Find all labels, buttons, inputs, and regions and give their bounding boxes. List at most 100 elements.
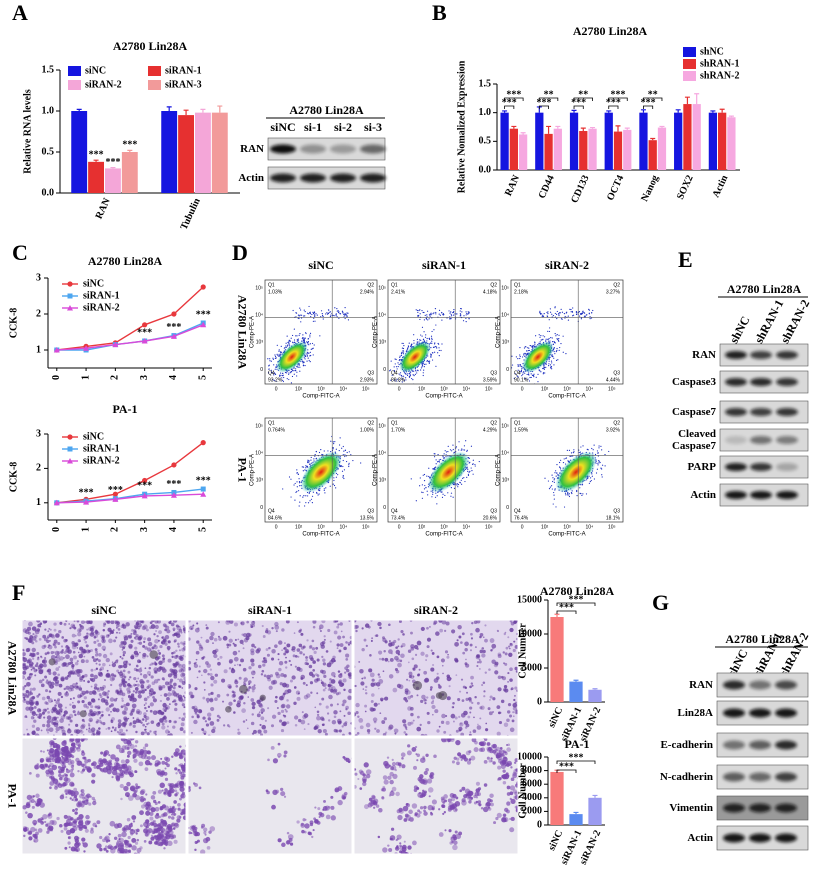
event-dot — [433, 456, 436, 458]
event-dot — [560, 318, 563, 320]
event-dot — [320, 316, 322, 318]
event-dot — [273, 364, 275, 366]
cell — [137, 642, 140, 645]
event-dot — [572, 451, 574, 454]
cell — [69, 719, 73, 723]
error-bar — [200, 108, 206, 113]
event-dot — [274, 354, 276, 356]
point — [200, 491, 207, 497]
event-dot — [303, 339, 306, 341]
cell — [129, 698, 133, 701]
cell — [36, 652, 40, 656]
event-dot — [540, 371, 542, 373]
legend-label: shRAN-2 — [700, 70, 739, 81]
event-dot — [558, 314, 560, 317]
cell — [29, 701, 34, 706]
event-dot — [278, 350, 280, 352]
cell — [209, 668, 213, 671]
cell — [44, 708, 47, 712]
cell — [151, 681, 156, 685]
event-dot — [332, 483, 334, 485]
event-dot — [307, 343, 309, 345]
cell — [130, 655, 135, 660]
cell — [162, 623, 167, 627]
y-axis-label: Relative RNA levels — [22, 89, 33, 174]
event-dot — [539, 336, 541, 338]
event-dot — [427, 319, 429, 321]
cell — [97, 698, 100, 701]
cell — [159, 644, 163, 649]
event-dot — [430, 312, 432, 314]
y-tick-label: 0 — [537, 819, 542, 830]
event-dot — [573, 449, 575, 451]
event-dot — [566, 449, 568, 451]
cell — [135, 718, 140, 723]
y-tick-label: 0.0 — [42, 187, 55, 198]
cell — [23, 666, 28, 671]
event-dot — [542, 373, 544, 375]
event-dot — [407, 346, 410, 348]
cell — [76, 660, 79, 663]
event-dot — [348, 464, 350, 466]
event-dot — [533, 376, 535, 378]
cell — [271, 649, 276, 654]
cell — [32, 633, 35, 636]
cell — [134, 686, 139, 691]
event-dot — [391, 374, 393, 376]
event-dot — [448, 310, 450, 312]
legend-label: siNC — [85, 65, 106, 76]
cell — [133, 624, 139, 629]
event-dot — [293, 328, 295, 330]
event-dot — [406, 374, 409, 376]
quadrant-percent: 1.59% — [514, 427, 529, 433]
cell — [104, 691, 109, 697]
flow-plot — [511, 418, 623, 522]
event-dot — [290, 496, 292, 498]
cell — [167, 658, 172, 663]
event-dot — [581, 311, 584, 313]
cell — [150, 662, 154, 666]
event-dot — [308, 359, 310, 362]
bar — [718, 112, 727, 170]
event-dot — [561, 311, 564, 313]
event-dot — [417, 311, 419, 314]
event-dot — [347, 319, 350, 321]
event-dot — [296, 486, 298, 488]
event-dot — [565, 494, 567, 496]
event-dot — [466, 449, 468, 451]
cell — [173, 690, 177, 694]
cell — [38, 669, 44, 675]
y-tick-label: 10⁵ — [501, 424, 509, 430]
event-dot — [600, 467, 602, 469]
cell — [30, 673, 33, 676]
cell — [109, 633, 112, 635]
event-dot — [423, 366, 425, 368]
event-dot — [459, 310, 461, 312]
cell — [48, 690, 52, 693]
event-dot — [333, 443, 335, 445]
density-core — [555, 451, 597, 493]
x-tick-label: 10⁵ — [362, 386, 370, 392]
event-dot — [415, 309, 417, 311]
x-tick-label: 10⁵ — [485, 386, 493, 392]
event-dot — [335, 313, 337, 315]
event-dot — [312, 347, 314, 349]
event-dot — [575, 311, 578, 313]
event-dot — [556, 317, 558, 320]
event-dot — [520, 371, 523, 373]
cell — [119, 688, 122, 691]
cell — [130, 632, 133, 635]
event-dot — [569, 308, 571, 310]
cell — [129, 722, 133, 726]
significance: ** — [648, 89, 658, 100]
error-bar — [675, 109, 681, 113]
cell — [95, 667, 99, 671]
cell — [132, 700, 134, 703]
cell — [348, 731, 351, 735]
x-tick-label: 5 — [198, 375, 209, 380]
cell — [152, 696, 155, 699]
event-dot — [303, 309, 305, 311]
event-dot — [553, 498, 555, 500]
quadrant-name: Q3 — [367, 370, 374, 376]
bar — [588, 689, 602, 702]
